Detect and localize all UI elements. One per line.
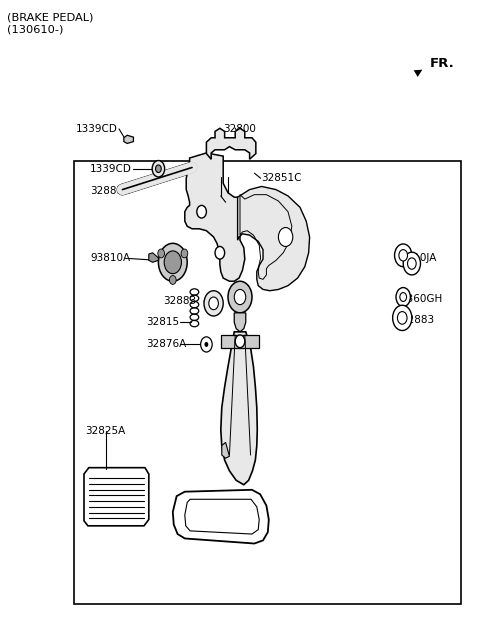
Polygon shape — [222, 442, 229, 458]
Polygon shape — [234, 313, 246, 332]
Text: (130610-): (130610-) — [7, 24, 63, 34]
Circle shape — [393, 305, 412, 331]
Circle shape — [408, 258, 416, 269]
Polygon shape — [221, 332, 257, 485]
Circle shape — [396, 288, 410, 307]
Bar — [74, 161, 461, 604]
Circle shape — [158, 243, 187, 281]
Circle shape — [197, 205, 206, 218]
Circle shape — [209, 297, 218, 310]
Polygon shape — [185, 153, 245, 281]
Text: 32800: 32800 — [224, 124, 256, 134]
Text: 32815: 32815 — [146, 317, 180, 327]
Circle shape — [228, 281, 252, 313]
Polygon shape — [149, 253, 158, 262]
Text: FR.: FR. — [430, 57, 455, 70]
Circle shape — [156, 165, 161, 173]
Text: 32825A: 32825A — [85, 426, 126, 436]
Polygon shape — [124, 135, 133, 143]
Circle shape — [397, 312, 407, 324]
Text: 32851C: 32851C — [262, 173, 302, 183]
Circle shape — [215, 246, 225, 259]
Circle shape — [201, 337, 212, 352]
Text: 1339CD: 1339CD — [90, 164, 132, 174]
Text: (BRAKE PEDAL): (BRAKE PEDAL) — [7, 13, 94, 23]
Text: 1360GH: 1360GH — [401, 294, 443, 304]
Circle shape — [278, 228, 293, 246]
Circle shape — [235, 335, 245, 348]
Text: 1339CD: 1339CD — [76, 124, 118, 134]
Circle shape — [204, 342, 208, 347]
Polygon shape — [221, 335, 259, 348]
Text: 32876A: 32876A — [146, 339, 187, 349]
Circle shape — [181, 249, 188, 258]
Circle shape — [400, 293, 407, 301]
Circle shape — [169, 276, 176, 284]
Text: 32883: 32883 — [401, 315, 434, 325]
Circle shape — [152, 161, 165, 177]
Polygon shape — [206, 128, 256, 159]
Text: 93810A: 93810A — [90, 253, 131, 264]
Text: 1310JA: 1310JA — [401, 253, 437, 264]
Circle shape — [403, 252, 420, 275]
Text: 32881C: 32881C — [90, 186, 131, 197]
Circle shape — [164, 251, 181, 274]
Circle shape — [204, 291, 223, 316]
Circle shape — [399, 250, 408, 261]
Text: 32883: 32883 — [163, 296, 196, 307]
Circle shape — [395, 244, 412, 267]
Polygon shape — [238, 186, 310, 291]
Circle shape — [158, 249, 165, 258]
Circle shape — [234, 289, 246, 305]
